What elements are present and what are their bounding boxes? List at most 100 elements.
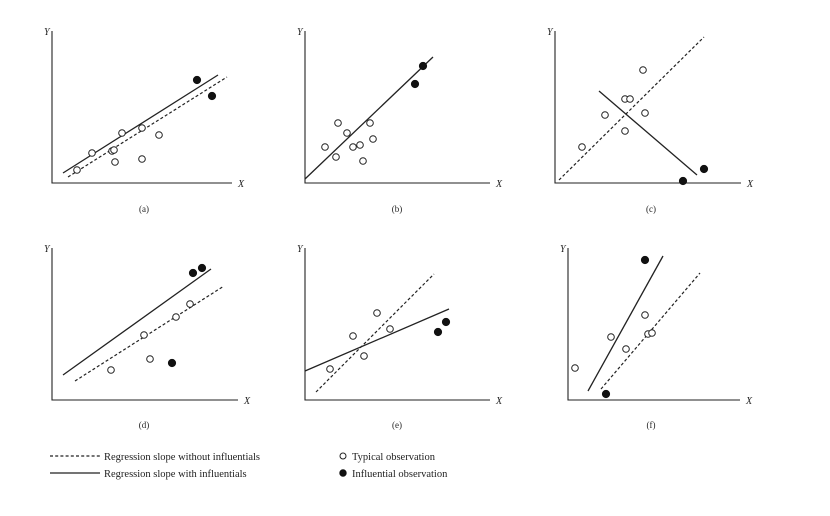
panel-e-typical-point-2	[349, 332, 357, 340]
legend-hollow-circle-icon	[339, 452, 347, 460]
panel-b-typical-point-5	[349, 143, 357, 151]
panel-b-typical-point-2	[332, 153, 340, 161]
panel-d-x-axis-label: X	[243, 396, 251, 407]
panel-e-caption: (e)	[392, 420, 402, 430]
panel-c: Y X (c)	[547, 27, 754, 214]
legend-with-influentials: Regression slope with influentials	[104, 469, 247, 480]
panel-d-typical-point-3	[146, 355, 154, 363]
panel-b-axes	[304, 31, 490, 184]
panel-c-typical-point-3	[621, 127, 629, 135]
panel-e-regression-with-influentials	[304, 308, 450, 372]
panel-a-typical-point-5	[111, 158, 119, 166]
panel-d: Y X (d)	[44, 244, 251, 430]
panel-c-influential-point-1	[678, 176, 688, 186]
panel-f-typical-point-1	[571, 364, 579, 372]
panel-f-typical-point-3	[622, 345, 630, 353]
panel-a-influential-point-2	[207, 91, 217, 101]
panel-c-regression-without-influentials	[558, 36, 705, 181]
panels-group: Y X (a) Y X (b) Y X (c) Y X (d) Y X (e) Y X (f)	[44, 27, 754, 430]
legend: Regression slope without influentials Re…	[50, 452, 448, 480]
panel-a-x-axis-label: X	[237, 179, 245, 190]
panel-b-typical-point-8	[366, 119, 374, 127]
panel-f-typical-point-6	[648, 329, 656, 337]
panel-f-influential-point-1	[601, 389, 611, 399]
panel-a-typical-point-8	[138, 124, 146, 132]
panel-e-typical-point-5	[386, 325, 394, 333]
panel-a-regression-with-influentials	[62, 74, 219, 174]
legend-typical-observation: Typical observation	[352, 452, 436, 463]
legend-filled-circle-icon	[339, 469, 347, 477]
panel-d-typical-point-2	[140, 331, 148, 339]
panel-e-typical-point-4	[373, 309, 381, 317]
panel-e-typical-point-1	[326, 365, 334, 373]
panel-e-influential-point-2	[441, 317, 451, 327]
panel-a-typical-point-1	[73, 166, 81, 174]
panel-a-influential-point-1	[192, 75, 202, 85]
panel-d-y-axis-label: Y	[44, 244, 51, 255]
panel-b-typical-point-6	[356, 141, 364, 149]
panel-e-regression-without-influentials	[315, 273, 435, 393]
panel-a-typical-point-7	[138, 155, 146, 163]
panel-a-regression-without-influentials	[67, 76, 228, 178]
panel-f-influential-point-2	[640, 255, 650, 265]
panel-d-typical-point-5	[186, 300, 194, 308]
panel-b-regression-with-influentials	[304, 56, 434, 180]
panel-e-x-axis-label: X	[495, 396, 503, 407]
panel-c-typical-point-1	[578, 143, 586, 151]
panel-b-x-axis-label: X	[495, 179, 503, 190]
panel-e-axes	[304, 248, 490, 401]
panel-b-typical-point-4	[343, 129, 351, 137]
panel-f-typical-point-2	[607, 333, 615, 341]
panel-c-influential-point-2	[699, 164, 709, 174]
panel-b-influential-point-1	[410, 79, 420, 89]
panel-e-y-axis-label: Y	[297, 244, 304, 255]
panel-b-typical-point-3	[334, 119, 342, 127]
panel-f-y-axis-label: Y	[560, 244, 567, 255]
panel-c-typical-point-2	[601, 111, 609, 119]
panel-a-caption: (a)	[139, 204, 149, 214]
panel-d-axes	[51, 248, 238, 401]
panel-e-influential-point-1	[433, 327, 443, 337]
panel-f-axes	[567, 248, 740, 401]
panel-b: Y X (b)	[297, 27, 503, 214]
panel-f-regression-without-influentials	[600, 272, 701, 390]
panel-d-influential-point-3	[197, 263, 207, 273]
panel-c-x-axis-label: X	[746, 179, 754, 190]
panel-f-typical-point-4	[641, 311, 649, 319]
panel-c-typical-point-5	[626, 95, 634, 103]
panel-b-typical-point-9	[369, 135, 377, 143]
panel-d-caption: (d)	[139, 420, 150, 430]
panel-b-y-axis-label: Y	[297, 27, 304, 38]
panel-a-y-axis-label: Y	[44, 27, 51, 38]
panel-d-typical-point-4	[172, 313, 180, 321]
panel-e: Y X (e)	[297, 244, 503, 430]
panel-e-typical-point-3	[360, 352, 368, 360]
panel-a: Y X (a)	[44, 27, 245, 214]
panel-a-typical-point-6	[118, 129, 126, 137]
panel-b-typical-point-7	[359, 157, 367, 165]
panel-c-caption: (c)	[646, 204, 656, 214]
panel-c-y-axis-label: Y	[547, 27, 554, 38]
panel-f-x-axis-label: X	[745, 396, 753, 407]
panel-c-axes	[554, 31, 741, 184]
panel-a-axes	[51, 31, 232, 184]
panel-f-regression-with-influentials	[587, 255, 664, 392]
panel-c-typical-point-6	[639, 66, 647, 74]
panel-d-typical-point-1	[107, 366, 115, 374]
panel-f: Y X (f)	[560, 244, 753, 430]
panel-b-influential-point-2	[418, 61, 428, 71]
panel-a-typical-point-2	[88, 149, 96, 157]
panel-c-regression-with-influentials	[598, 90, 698, 176]
panel-f-caption: (f)	[647, 420, 656, 430]
panel-d-regression-with-influentials	[62, 268, 212, 376]
panel-b-caption: (b)	[392, 204, 403, 214]
legend-without-influentials: Regression slope without influentials	[104, 452, 260, 463]
panel-a-typical-point-4	[110, 146, 118, 154]
panel-c-typical-point-7	[641, 109, 649, 117]
panel-d-influential-point-2	[188, 268, 198, 278]
panel-b-typical-point-1	[321, 143, 329, 151]
panel-d-influential-point-1	[167, 358, 177, 368]
panel-d-regression-without-influentials	[74, 285, 225, 382]
legend-influential-observation: Influential observation	[352, 469, 448, 480]
